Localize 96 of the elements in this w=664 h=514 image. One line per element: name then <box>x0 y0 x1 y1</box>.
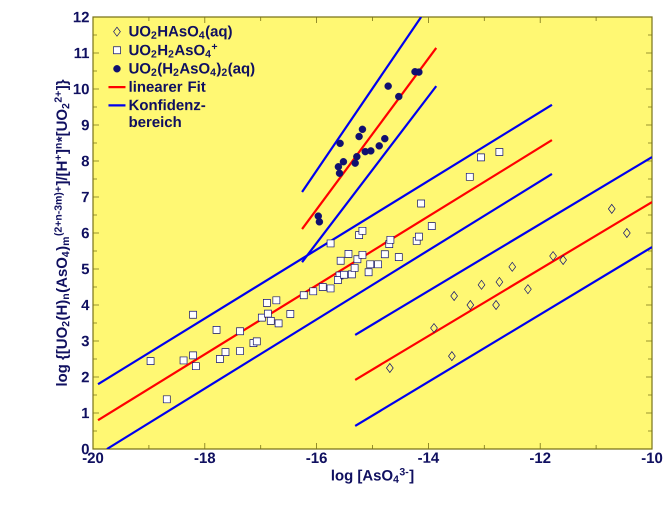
y-tick-label: 11 <box>74 48 90 58</box>
point <box>358 126 366 134</box>
point <box>477 154 485 162</box>
point <box>309 287 318 296</box>
point <box>508 262 516 272</box>
point <box>448 351 456 361</box>
point <box>336 140 344 148</box>
point <box>496 277 504 287</box>
point <box>212 326 220 334</box>
point <box>316 218 324 226</box>
point <box>417 200 425 208</box>
point <box>192 362 200 370</box>
y-tick-label: 9 <box>82 120 89 130</box>
y-tick-label: 1 <box>82 408 90 418</box>
point <box>623 228 631 238</box>
x-axis-title: log [AsO$_{4}$$^{3-}$] <box>332 468 414 484</box>
point <box>430 323 438 333</box>
point <box>496 148 504 156</box>
point <box>146 357 154 366</box>
text: log {[UO$_{2}$(H)$_{n}$(AsO$_{4}$)$_{m}$$^{(2+n-3m)+}$]/[H$^{+}$]$^{n}$*[UO$_{2}$$^{2+}$]} <box>54 80 70 386</box>
point <box>428 222 436 230</box>
y-tick-label: 8 <box>82 156 90 166</box>
point <box>353 152 361 160</box>
point <box>340 270 348 279</box>
point <box>492 300 500 310</box>
point <box>466 172 474 181</box>
point <box>395 92 402 100</box>
point <box>524 284 532 294</box>
point <box>358 226 366 235</box>
point <box>216 355 224 363</box>
point <box>222 348 230 356</box>
y-tick-label: 5 <box>82 264 90 274</box>
point <box>394 253 403 261</box>
point <box>340 158 348 166</box>
point <box>274 320 282 328</box>
legend-label: Konfidenz-bereich <box>130 99 206 128</box>
point <box>478 280 486 290</box>
point <box>272 296 280 304</box>
text: UO$_{2}$(H$_{2}$AsO$_{4}$)$_{2}$(aq) <box>129 62 254 77</box>
point <box>374 260 382 268</box>
point <box>380 250 389 258</box>
point <box>351 159 359 167</box>
point <box>326 240 334 248</box>
point <box>252 338 261 346</box>
point <box>381 134 389 142</box>
point <box>376 142 383 150</box>
point <box>386 236 394 244</box>
point <box>264 310 272 318</box>
x-tick-label: -10 <box>642 452 662 464</box>
point <box>334 276 342 284</box>
legend-label: UO$_{2}$HAsO$_{4}$(aq) <box>129 26 232 40</box>
y-tick-label: 7 <box>82 192 89 202</box>
point <box>367 147 375 155</box>
point <box>608 204 616 214</box>
x-tick-label: -14 <box>418 452 440 463</box>
point <box>350 264 358 272</box>
point <box>266 316 275 325</box>
y-tick-label: 10 <box>74 84 89 94</box>
point <box>559 255 567 265</box>
point <box>344 250 352 258</box>
legend-label: UO$_{2}$H$_{2}$AsO$_{4}$+ <box>129 44 218 58</box>
y-tick-label: 3 <box>82 336 89 346</box>
point <box>300 291 308 300</box>
point <box>189 352 197 360</box>
y-tick-label: 4 <box>81 300 90 310</box>
point <box>236 347 244 355</box>
y-tick-label: 0 <box>82 444 89 454</box>
legend-label: linearer Fit <box>130 80 206 92</box>
point <box>263 298 271 307</box>
point <box>450 291 458 301</box>
point <box>355 132 363 140</box>
point <box>366 260 374 268</box>
point <box>415 232 423 240</box>
point <box>286 310 294 318</box>
point <box>326 284 334 292</box>
y-tick-label: 2 <box>82 372 89 382</box>
point <box>318 283 327 291</box>
point <box>236 327 244 336</box>
point <box>384 82 392 90</box>
point <box>180 356 188 364</box>
x-tick-label: -16 <box>306 452 327 464</box>
y-tick-label: 12 <box>74 12 89 22</box>
point <box>358 251 366 259</box>
x-tick-label: -20 <box>82 452 104 464</box>
y-tick-label: 6 <box>82 228 89 238</box>
x-tick-label: -18 <box>194 452 216 464</box>
point <box>162 395 171 404</box>
point <box>336 170 344 177</box>
point <box>549 251 557 261</box>
point <box>364 268 372 276</box>
point <box>189 310 197 319</box>
point <box>336 256 344 265</box>
point <box>334 163 342 170</box>
point <box>466 300 474 310</box>
point <box>386 363 394 373</box>
x-tick-label: -12 <box>530 452 550 463</box>
